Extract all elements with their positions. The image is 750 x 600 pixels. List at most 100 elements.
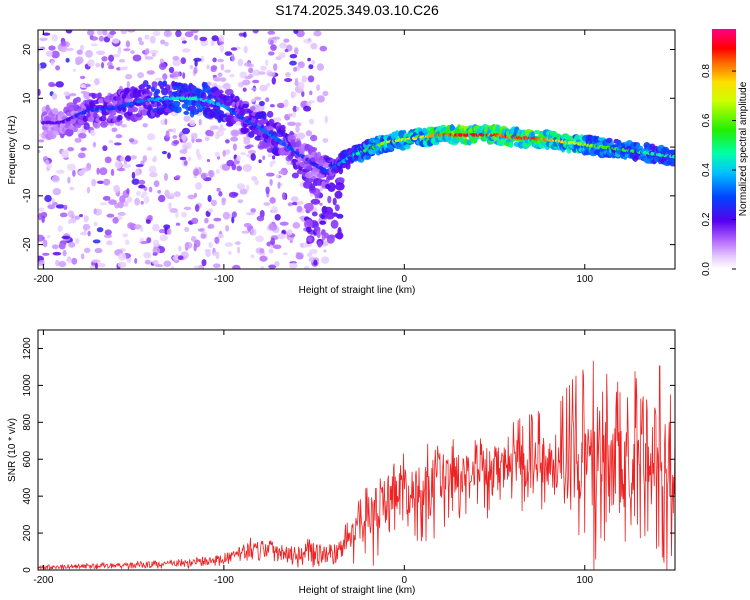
spectrogram-point [75,59,82,66]
spectrogram-point [110,168,115,176]
spectrogram-point [123,48,131,52]
x-tick-label: 100 [576,274,593,285]
spectrogram-point [246,184,250,191]
x-tick-label: -200 [33,274,53,285]
spectrogram-point [98,35,104,42]
spectrogram-point [224,69,231,73]
spectrogram-point [323,232,329,239]
spectrogram-point [337,227,342,235]
spectrogram-point [103,178,111,186]
spectrogram-point [252,69,261,76]
spectrogram-point [104,156,112,164]
spectrogram-point [212,77,222,82]
spectrogram-point [270,237,276,246]
spectrogram-point [218,34,225,43]
spectrogram-point [267,71,276,77]
spectrogram-point [169,208,179,213]
y-tick-label: -10 [22,188,33,203]
spectrogram-point [137,72,145,79]
spectrogram-point [214,133,220,140]
spectrogram-point [74,137,82,143]
spectrogram-point [90,129,96,137]
spectrogram-point [113,184,120,193]
spectrogram-point [316,84,320,91]
snr-y-ticks: 0 200 400 600 800 1000 1200 [22,337,675,573]
spectrogram-point [173,140,180,145]
spectrogram-point [80,231,87,236]
spectrogram-point [207,194,212,203]
colorbar-tick-label: 0.4 [701,163,712,177]
spectrogram-point [338,166,344,175]
spectrogram-point [44,194,52,203]
spectrogram-point [221,197,226,203]
spectrogram-point [294,80,299,87]
spectrogram-point [197,153,202,161]
spectrogram-point [237,199,244,204]
spectrogram-point [115,95,122,101]
spectrogram-point [230,136,239,142]
spectrogram-point [276,102,285,109]
spectrogram-point [162,80,168,87]
spectrogram-point [164,118,168,125]
spectrogram-point [162,73,168,80]
spectrogram-point [97,92,102,98]
spectrogram-point [283,38,290,43]
spectrogram-y-ticks: 20 10 0 -10 -20 [22,44,675,252]
spectrogram-point [310,134,318,142]
spectrogram-point [100,61,105,69]
spectrogram-point [95,262,98,269]
spectrogram-point [46,167,50,172]
spectrogram-point [119,195,126,204]
spectrogram-point [224,88,234,96]
spectrogram-point [106,213,115,218]
spectrogram-point [131,178,140,185]
spectrogram-point [118,253,127,261]
spectrogram-point [149,49,159,54]
spectrogram-point [244,127,250,133]
spectrogram-point [243,62,252,67]
spectrogram-x-ticks: -200 -100 0 100 [33,30,594,285]
spectrogram-point [119,66,127,71]
spectrogram-point [235,241,241,245]
spectrogram-point [319,45,328,52]
spectrogram-point [248,74,254,78]
spectrogram-point [197,228,205,232]
spectrogram-point [55,204,65,209]
spectrogram-point [51,244,59,250]
spectrogram-point [135,164,144,168]
spectrogram-point [230,47,238,51]
spectrogram-point [254,179,259,186]
spectrogram-point [310,198,321,205]
spectrogram-point [117,261,127,268]
spectrogram-point [212,57,217,63]
spectrogram-point [55,169,65,174]
spectrogram-point [100,121,108,128]
spectrogram-point [144,48,150,55]
spectrogram-point [124,239,130,245]
spectrogram-point [211,35,219,42]
spectrogram-point [206,159,210,162]
spectrogram-point [115,134,123,139]
spectrogram-point [51,93,58,100]
spectrogram-point [87,59,95,67]
spectrogram-point [251,176,258,181]
spectrogram-point [306,252,313,258]
spectrogram-point [86,186,91,194]
spectrogram-point [268,248,274,254]
spectrogram-point [255,235,264,243]
x-tick-label: -100 [214,575,234,586]
spectrogram-point [240,152,247,156]
spectrogram-point [122,105,127,113]
spectrogram-point [61,149,69,156]
spectrogram-point [292,111,296,118]
spectrogram-point [308,64,314,70]
spectrogram-point [182,40,187,44]
spectrogram-point [42,32,51,36]
spectrogram-point [287,113,294,117]
spectrogram-point [266,110,274,118]
spectrogram-point [269,178,273,186]
spectrogram-point [102,145,108,152]
spectrogram-point [175,175,181,179]
y-tick-label: 0 [22,144,33,150]
spectrogram-point [276,174,280,179]
